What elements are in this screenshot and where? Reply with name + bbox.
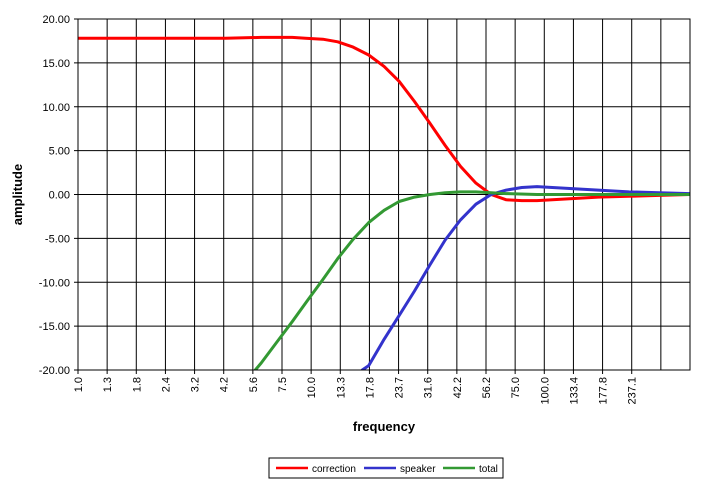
x-tick-label: 1.0 bbox=[73, 377, 85, 392]
y-tick-label: -20.00 bbox=[39, 365, 70, 377]
x-tick-label: 56.2 bbox=[481, 377, 493, 398]
y-tick-label: 15.00 bbox=[42, 58, 70, 70]
y-tick-label: -15.00 bbox=[39, 321, 70, 333]
x-tick-label: 1.8 bbox=[131, 377, 143, 392]
series-line-correction bbox=[78, 35, 690, 203]
y-tick-label: -5.00 bbox=[45, 233, 70, 245]
series-layer bbox=[78, 35, 690, 370]
legend: correction speaker total bbox=[268, 457, 504, 479]
x-tick-label: 100.0 bbox=[539, 377, 551, 405]
y-axis-title: amplitude bbox=[10, 164, 25, 225]
y-tick-label: 0.00 bbox=[49, 190, 70, 202]
x-tick-label: 17.8 bbox=[364, 377, 376, 398]
x-tick-label: 75.0 bbox=[510, 377, 522, 398]
series-line-total bbox=[253, 190, 690, 370]
series-line-speaker bbox=[360, 185, 690, 370]
y-tick-labels: 20.00 15.00 10.00 5.00 0.00 -5.00 -10.00 -15.00… bbox=[39, 14, 78, 377]
x-tick-label: 133.4 bbox=[568, 377, 580, 405]
x-tick-label: 13.3 bbox=[335, 377, 347, 398]
x-tick-labels: 1.0 1.3 1.8 2.4 3.2 4.2 5.6 7.5 10.0 13.3 17.8 23.7… bbox=[73, 370, 639, 405]
x-tick-label: 5.6 bbox=[248, 377, 260, 392]
y-tick-label: 20.00 bbox=[42, 14, 70, 26]
x-tick-label: 3.2 bbox=[190, 377, 202, 392]
legend-label-total: total bbox=[479, 464, 498, 475]
x-tick-label: 2.4 bbox=[160, 377, 172, 392]
x-tick-label: 4.2 bbox=[219, 377, 231, 392]
y-tick-label: 10.00 bbox=[42, 102, 70, 114]
x-tick-label: 237.1 bbox=[627, 377, 639, 405]
y-tick-label: -10.00 bbox=[39, 277, 70, 289]
y-tick-label: 5.00 bbox=[49, 146, 70, 158]
x-tick-label: 23.7 bbox=[394, 377, 406, 398]
x-tick-label: 31.6 bbox=[423, 377, 435, 398]
x-tick-label: 177.8 bbox=[598, 377, 610, 405]
legend-label-speaker: speaker bbox=[400, 464, 436, 475]
x-tick-label: 7.5 bbox=[277, 377, 289, 392]
legend-label-correction: correction bbox=[312, 464, 356, 475]
x-tick-label: 42.2 bbox=[452, 377, 464, 398]
x-tick-label: 10.0 bbox=[306, 377, 318, 398]
x-axis-title: frequency bbox=[353, 419, 416, 434]
x-tick-label: 1.3 bbox=[102, 377, 114, 392]
